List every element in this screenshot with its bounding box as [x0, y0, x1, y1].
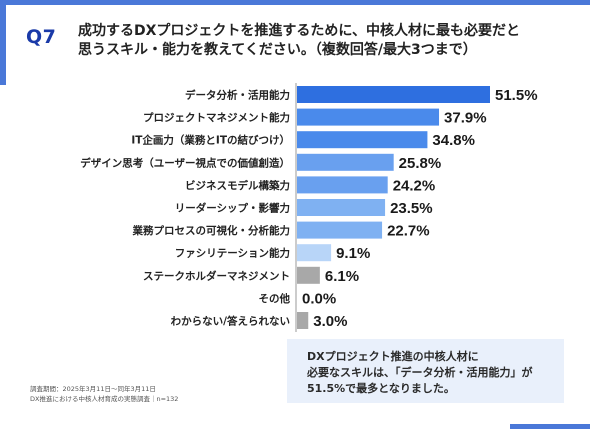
category-label: 業務プロセスの可視化・分析能力: [132, 224, 291, 237]
category-label: その他: [259, 292, 291, 305]
bar: [297, 312, 309, 329]
category-label: リーダーシップ・影響力: [175, 202, 290, 215]
value-label: 9.1%: [336, 245, 370, 262]
value-label: 0.0%: [302, 290, 336, 307]
question-number: Q7: [26, 26, 57, 48]
bar: [297, 86, 490, 103]
footnote-sample: DX推進における中核人材育成の実態調査｜n=132: [30, 395, 179, 403]
summary-line3: 51.5%で最多となりました。: [307, 382, 455, 395]
summary-line2: 必要なスキルは、「データ分析・活用能力」が: [307, 366, 533, 379]
category-label: わからない/答えられない: [171, 315, 290, 328]
question-title: 成功するDXプロジェクトを推進するために、中核人材に最も必要だと 思うスキル・能…: [78, 22, 558, 60]
category-label: ステークホルダーマネジメント: [143, 269, 290, 282]
summary-box: DXプロジェクト推進の中核人材に 必要なスキルは、「データ分析・活用能力」が 5…: [287, 339, 564, 403]
survey-footnote: 調査期間：2025年3月11日～同年3月11日 DX推進における中核人材育成の実…: [30, 384, 178, 404]
left-accent-bar: [0, 0, 6, 429]
value-label: 34.8%: [432, 132, 475, 149]
question-title-line2: 思うスキル・能力を教えてください。（複数回答/最大3つまで）: [78, 42, 477, 58]
bottom-accent-bar: [510, 424, 590, 429]
category-label: IT企画力（業務とITの結びつけ）: [131, 134, 290, 147]
value-label: 6.1%: [325, 268, 359, 285]
bar: [297, 244, 332, 262]
category-label: デザイン思考（ユーザー視点での価値創造）: [80, 156, 290, 169]
question-title-line1: 成功するDXプロジェクトを推進するために、中核人材に最も必要だと: [78, 23, 520, 39]
bar: [297, 221, 383, 239]
value-label: 37.9%: [444, 110, 487, 127]
category-label: ビジネスモデル構築力: [185, 179, 290, 192]
bar: [297, 266, 320, 284]
value-label: 51.5%: [495, 87, 538, 104]
value-label: 25.8%: [399, 155, 442, 172]
bar: [297, 199, 386, 216]
summary-line1: DXプロジェクト推進の中核人材に: [307, 350, 479, 363]
top-accent-bar: [0, 0, 590, 5]
category-label: データ分析・活用能力: [185, 89, 290, 102]
value-label: 22.7%: [387, 223, 430, 240]
bar: [297, 153, 394, 171]
category-label: プロジェクトマネジメント能力: [143, 111, 290, 124]
value-label: 23.5%: [390, 200, 433, 217]
footnote-period: 調査期間：2025年3月11日～同年3月11日: [30, 385, 156, 393]
value-label: 3.0%: [313, 313, 347, 330]
value-label: 24.2%: [393, 177, 436, 194]
bar: [297, 108, 440, 126]
bar: [297, 176, 388, 194]
bar: [297, 131, 428, 149]
category-label: ファシリテーション能力: [175, 247, 290, 260]
